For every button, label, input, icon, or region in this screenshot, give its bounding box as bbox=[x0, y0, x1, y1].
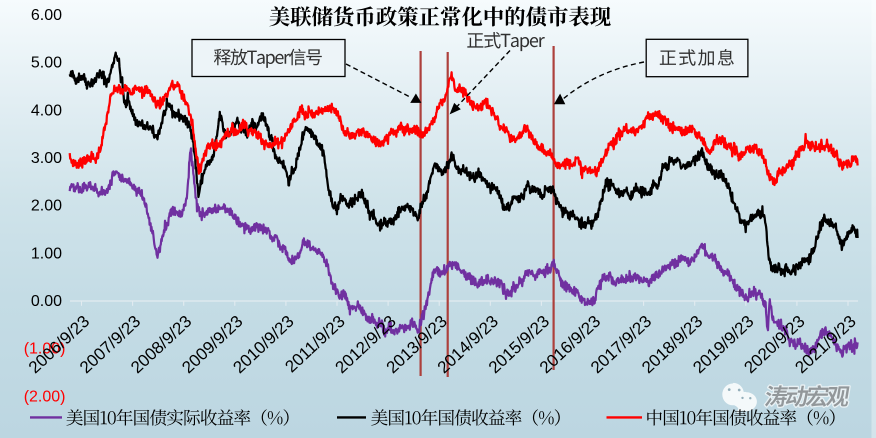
svg-text:6.00: 6.00 bbox=[31, 7, 62, 24]
svg-text:5.00: 5.00 bbox=[31, 55, 62, 72]
svg-text:(2.00): (2.00) bbox=[24, 388, 66, 405]
svg-text:0.00: 0.00 bbox=[31, 293, 62, 310]
svg-text:1.00: 1.00 bbox=[31, 245, 62, 262]
svg-text:(1.00): (1.00) bbox=[24, 341, 66, 358]
svg-text:3.00: 3.00 bbox=[31, 150, 62, 167]
svg-text:2.00: 2.00 bbox=[31, 198, 62, 215]
svg-text:4.00: 4.00 bbox=[31, 102, 62, 119]
